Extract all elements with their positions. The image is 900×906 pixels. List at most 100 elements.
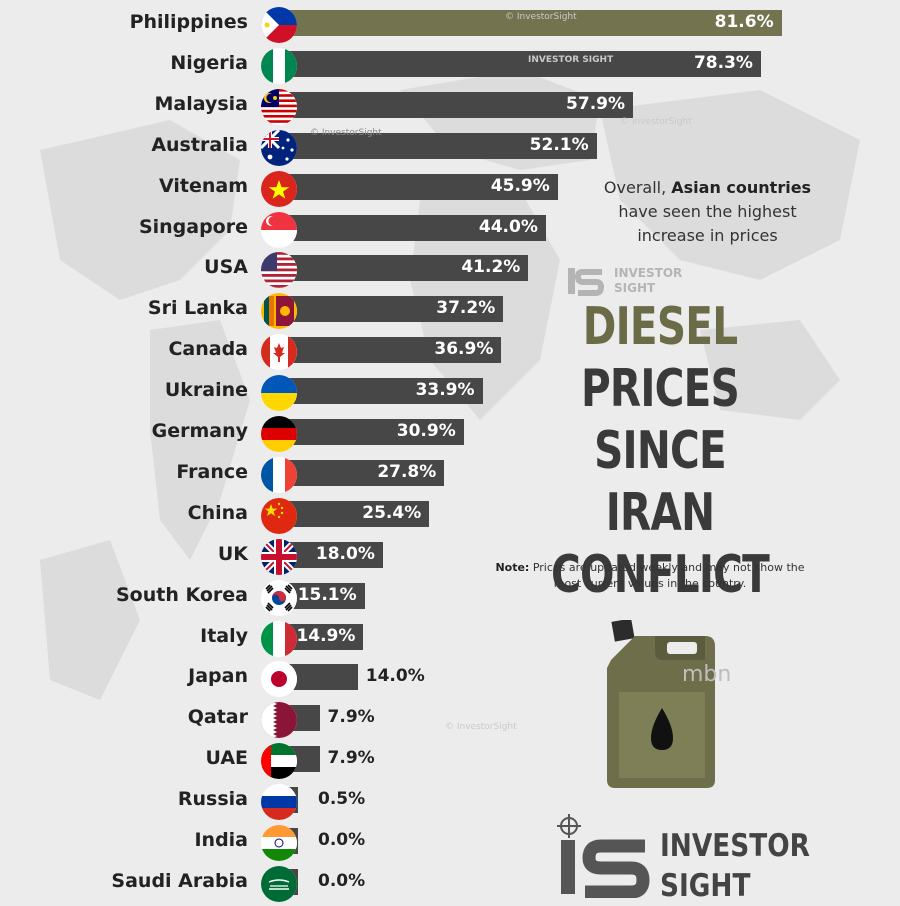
- flag-icon-sa: [261, 865, 297, 902]
- note-text: Note: Prices are updated weekly and may …: [485, 560, 815, 592]
- country-label: India: [194, 829, 248, 851]
- investorsight-small-logo: INVESTOR SIGHT: [568, 266, 682, 296]
- country-label: USA: [204, 256, 248, 279]
- value-label: 37.2%: [436, 298, 496, 319]
- watermark-brand-top: INVESTOR SIGHT: [528, 55, 614, 65]
- bar: [270, 91, 634, 118]
- bar-row: Vitenam 45.9%: [0, 169, 900, 207]
- jerry-can-icon: [607, 620, 715, 788]
- brand-name: INVESTOR SIGHT: [660, 826, 810, 906]
- bar-row: Sri Lanka 37.2%: [0, 291, 900, 330]
- bar-row: Germany 30.9%: [0, 414, 900, 452]
- bar: [270, 419, 464, 445]
- country-label: Russia: [177, 788, 248, 811]
- bar-row: France 27.8%: [0, 455, 900, 493]
- note-label: Note:: [495, 561, 530, 574]
- flag-icon-ng: [261, 47, 297, 84]
- country-label: UK: [217, 542, 248, 565]
- country-label: China: [187, 501, 248, 524]
- country-label: Australia: [151, 133, 248, 156]
- value-label: 0.0%: [318, 830, 366, 850]
- bar-row: Canada 36.9%: [0, 332, 900, 371]
- title-line-2: PRICES: [580, 359, 740, 419]
- title-line-1: DIESEL: [582, 297, 738, 357]
- watermark-australia: © InvestorSight: [310, 128, 382, 138]
- overall-bold: Asian countries: [671, 178, 812, 197]
- value-label: 27.8%: [377, 461, 437, 482]
- watermark-top: © InvestorSight: [505, 12, 577, 22]
- flag-icon-fr: [261, 456, 297, 493]
- value-label: 44.0%: [478, 216, 538, 237]
- country-label: Saudi Arabia: [111, 869, 248, 892]
- flag-icon-ca: [261, 334, 297, 371]
- brand-line-1: INVESTOR: [660, 828, 810, 864]
- flag-icon-in: [261, 825, 297, 861]
- bar: [270, 50, 761, 77]
- bar-row: Qatar 7.9%: [0, 700, 900, 739]
- note-body: Prices are updated weekly and may not sh…: [529, 561, 805, 590]
- bar: [270, 378, 483, 405]
- flag-icon-vn: [261, 170, 297, 207]
- country-label: South Korea: [115, 583, 248, 606]
- value-label: 18.0%: [315, 543, 375, 564]
- value-label: 15.1%: [297, 584, 357, 605]
- value-label: 7.9%: [327, 748, 375, 769]
- value-label: 36.9%: [434, 339, 494, 360]
- bar: [270, 459, 445, 486]
- bar: [270, 337, 502, 364]
- country-label: Qatar: [187, 706, 248, 729]
- flag-icon-au: [261, 129, 297, 166]
- flag-icon-ru: [261, 784, 297, 821]
- value-label: 57.9%: [566, 93, 626, 114]
- bar-row: Australia 52.1%: [0, 128, 900, 166]
- bar: [270, 132, 597, 159]
- watermark-bottom: © InvestorSight: [445, 722, 517, 732]
- flag-icon-jp: [261, 661, 297, 698]
- value-label: 0.5%: [318, 789, 366, 810]
- country-label: Germany: [151, 420, 248, 442]
- country-label: Vitenam: [159, 174, 248, 197]
- bar-row: Russia 0.5%: [0, 782, 900, 821]
- title-line-3: SINCE IRAN: [594, 421, 727, 543]
- country-label: Philippines: [129, 11, 248, 33]
- overall-rest: have seen the highest increase in prices: [618, 202, 797, 245]
- bar-row: Italy 14.9%: [0, 619, 900, 657]
- flag-icon-us: [261, 252, 297, 289]
- bar-row: UAE 7.9%: [0, 741, 900, 780]
- bar: [270, 296, 504, 323]
- bar: [270, 214, 546, 241]
- crosshair-icon: [557, 814, 581, 838]
- bar-row: Malaysia 57.9%: [0, 87, 900, 125]
- flag-icon-my: [261, 88, 297, 125]
- bar-row: USA 41.2%: [0, 250, 900, 289]
- value-label: 41.2%: [461, 257, 521, 278]
- oil-drop-icon: [651, 708, 673, 750]
- watermark-right: © InvestorSight: [620, 117, 692, 127]
- flag-icon-sg: [261, 211, 297, 248]
- flag-icon-ph: [261, 7, 297, 43]
- bar: [270, 10, 782, 36]
- value-label: 30.9%: [396, 421, 456, 441]
- flag-icon-qa: [261, 702, 297, 739]
- country-label: Nigeria: [170, 51, 248, 74]
- value-label: 45.9%: [490, 175, 550, 196]
- corner-watermark: mbn: [682, 662, 732, 687]
- country-label: France: [176, 460, 248, 483]
- flag-icon-kr: [261, 579, 297, 616]
- flag-icon-gb: [261, 538, 297, 575]
- value-label: 78.3%: [693, 52, 753, 73]
- bar-row: UK 18.0%: [0, 537, 900, 575]
- country-label: Malaysia: [154, 92, 248, 115]
- flag-icon-cn: [261, 497, 297, 534]
- value-label: 25.4%: [362, 502, 422, 523]
- value-label: 33.9%: [415, 380, 475, 401]
- country-label: Ukraine: [164, 379, 248, 402]
- bar-row: Singapore 44.0%: [0, 210, 900, 248]
- country-label: Singapore: [138, 215, 248, 238]
- bar-row: India 0.0%: [0, 823, 900, 861]
- bar-row: South Korea 15.1%: [0, 578, 900, 616]
- flag-icon-de: [261, 416, 297, 452]
- overall-prefix: Overall,: [603, 178, 672, 197]
- bar-row: Ukraine 33.9%: [0, 373, 900, 412]
